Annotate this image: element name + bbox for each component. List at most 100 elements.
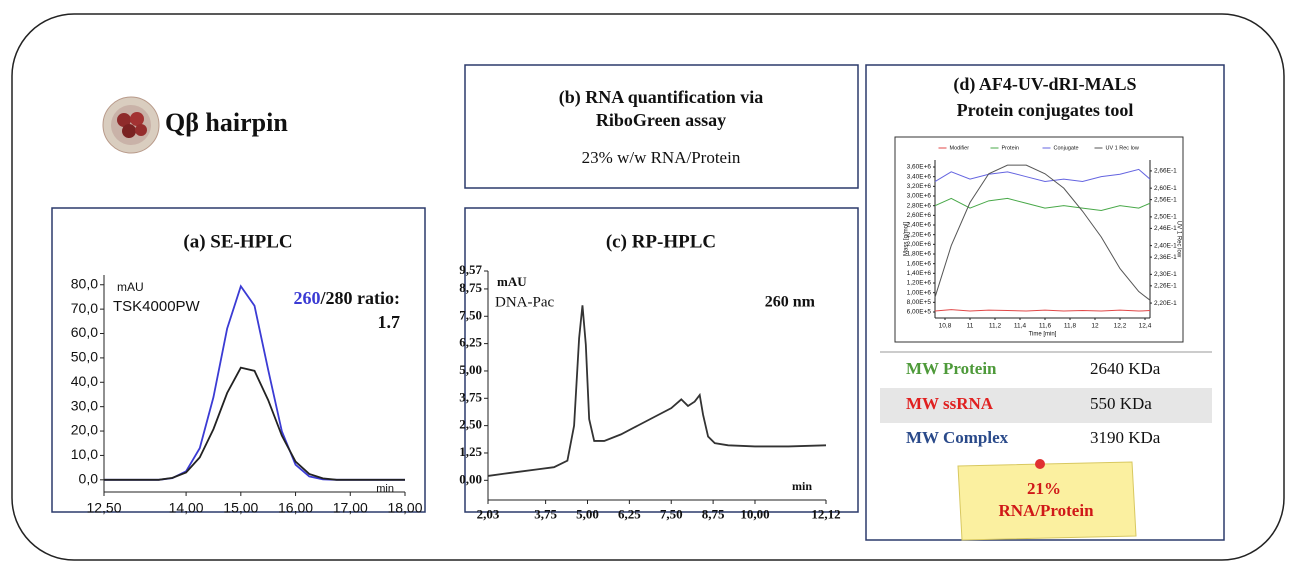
y-tick-label: 5,00 xyxy=(459,362,482,377)
y2-tick-label: 2,40E-1 xyxy=(1154,242,1177,249)
x-tick-label: 12,2 xyxy=(1114,323,1127,330)
legend-label: Protein xyxy=(1002,145,1019,151)
y-tick-label: 1,25 xyxy=(459,444,482,459)
y-tick-label: 3,40E+6 xyxy=(907,173,932,180)
legend-label: Conjugate xyxy=(1054,145,1079,151)
ratio-label: 260/280 ratio: xyxy=(294,288,400,308)
y-tick-label: 1,20E+6 xyxy=(907,280,932,287)
particle-icon xyxy=(103,97,159,153)
annotation: TSK4000PW xyxy=(113,298,201,315)
y-tick-label: 40,0 xyxy=(71,373,98,389)
y-tick-label: 2,40E+6 xyxy=(907,222,932,229)
y-tick-label: 60,0 xyxy=(71,324,98,340)
ratio-highlight: 260 xyxy=(294,288,321,308)
y-tick-label: 3,75 xyxy=(459,389,482,404)
x-tick-label: 10,8 xyxy=(939,323,952,330)
legend-label: UV 1 Rec low xyxy=(1106,145,1139,151)
y-tick-label: 3,20E+6 xyxy=(907,183,932,190)
x-tick-label: 17,00 xyxy=(333,499,368,515)
x-tick-label: 15,00 xyxy=(223,499,258,515)
x-tick-label: 7,50 xyxy=(660,507,683,522)
y-tick-label: 2,80E+6 xyxy=(907,202,932,209)
chart-title: (a) SE-HPLC xyxy=(183,231,292,252)
x-tick-label: 14,00 xyxy=(169,499,204,515)
x-tick-label: 10,00 xyxy=(740,507,769,522)
table-cell: MW ssRNA xyxy=(906,394,994,413)
y-tick-label: 9,57 xyxy=(459,262,482,277)
y2-tick-label: 2,50E-1 xyxy=(1154,214,1177,221)
y-tick-label: 1,80E+6 xyxy=(907,251,932,258)
panel-title: Protein conjugates tool xyxy=(957,100,1134,120)
y-tick-label: 0,00 xyxy=(459,471,482,486)
annotation: mAU xyxy=(497,274,527,289)
table-cell: 3190 KDa xyxy=(1090,428,1161,447)
y2-tick-label: 2,66E-1 xyxy=(1154,168,1177,175)
table-cell: 550 KDa xyxy=(1090,394,1152,413)
y2-tick-label: 2,36E-1 xyxy=(1154,254,1177,261)
x-tick-label: 11 xyxy=(967,323,974,330)
y-tick-label: 3,60E+6 xyxy=(907,164,932,171)
y2-tick-label: 2,56E-1 xyxy=(1154,196,1177,203)
annotation: DNA-Pac xyxy=(495,294,554,310)
x-tick-label: 12,50 xyxy=(86,499,121,515)
y-tick-label: 10,0 xyxy=(71,446,98,462)
x-tick-label: 11,6 xyxy=(1039,323,1052,330)
header-title: Qβ hairpin xyxy=(165,108,288,137)
table-cell: 2640 KDa xyxy=(1090,359,1161,378)
x-tick-label: 11,8 xyxy=(1064,323,1077,330)
sticky-note: 21% RNA/Protein xyxy=(958,459,1136,540)
y-tick-label: 8,00E+5 xyxy=(907,299,932,306)
y2-tick-label: 2,46E-1 xyxy=(1154,225,1177,232)
y-tick-label: 1,40E+6 xyxy=(907,270,932,277)
chart-title: (c) RP-HPLC xyxy=(606,231,716,252)
y2-tick-label: 2,60E-1 xyxy=(1154,185,1177,192)
x-tick-label: 5,00 xyxy=(576,507,599,522)
legend-label: Modifier xyxy=(950,145,970,151)
panel-text: 23% w/w RNA/Protein xyxy=(582,148,741,167)
y2-tick-label: 2,30E-1 xyxy=(1154,271,1177,278)
panel-a xyxy=(52,208,425,512)
annotation: min xyxy=(792,479,812,493)
y-tick-label: 2,60E+6 xyxy=(907,212,932,219)
y-tick-label: 2,00E+6 xyxy=(907,241,932,248)
y-tick-label: 6,00E+5 xyxy=(907,309,932,316)
y-tick-label: 3,00E+6 xyxy=(907,193,932,200)
y-tick-label: 1,00E+6 xyxy=(907,289,932,296)
x-tick-label: 3,75 xyxy=(534,507,557,522)
x-axis-label: Time [min] xyxy=(1029,332,1057,338)
y-tick-label: 70,0 xyxy=(71,300,98,316)
y-tick-label: 1,60E+6 xyxy=(907,260,932,267)
x-tick-label: 11,2 xyxy=(989,323,1002,330)
y-tick-label: 6,25 xyxy=(459,335,482,350)
y2-tick-label: 2,20E-1 xyxy=(1154,300,1177,307)
annotation: min xyxy=(376,483,394,495)
annotation: mAU xyxy=(117,280,144,294)
x-tick-label: 12,4 xyxy=(1139,323,1152,330)
annotation: 260 nm xyxy=(765,294,816,311)
panel-c xyxy=(465,208,858,512)
y2-tick-label: 2,26E-1 xyxy=(1154,283,1177,290)
y-axis-label: Mass [g/mol] xyxy=(904,222,910,256)
note-text: 21% xyxy=(1027,479,1061,498)
y-tick-label: 8,75 xyxy=(459,280,482,295)
note-text: RNA/Protein xyxy=(998,501,1094,520)
y-tick-label: 0,0 xyxy=(79,471,99,487)
x-tick-label: 12,12 xyxy=(811,507,840,522)
pin xyxy=(1035,459,1045,469)
y2-axis-label: UV 1 Rec low xyxy=(1175,221,1181,258)
x-tick-label: 2,03 xyxy=(477,507,500,522)
x-tick-label: 16,00 xyxy=(278,499,313,515)
y-tick-label: 7,50 xyxy=(459,307,482,322)
y-tick-label: 2,50 xyxy=(459,417,482,432)
panel-title: (b) RNA quantification via xyxy=(559,87,764,108)
table-cell: MW Protein xyxy=(906,359,997,378)
panel-title: (d) AF4-UV-dRI-MALS xyxy=(953,74,1136,95)
x-tick-label: 11,4 xyxy=(1014,323,1027,330)
y-tick-label: 30,0 xyxy=(71,397,98,413)
x-tick-label: 6,25 xyxy=(618,507,641,522)
y-tick-label: 80,0 xyxy=(71,275,98,291)
panel-title: RiboGreen assay xyxy=(596,110,726,130)
y-tick-label: 50,0 xyxy=(71,349,98,365)
x-tick-label: 18,00 xyxy=(387,499,422,515)
y-tick-label: 2,20E+6 xyxy=(907,231,932,238)
